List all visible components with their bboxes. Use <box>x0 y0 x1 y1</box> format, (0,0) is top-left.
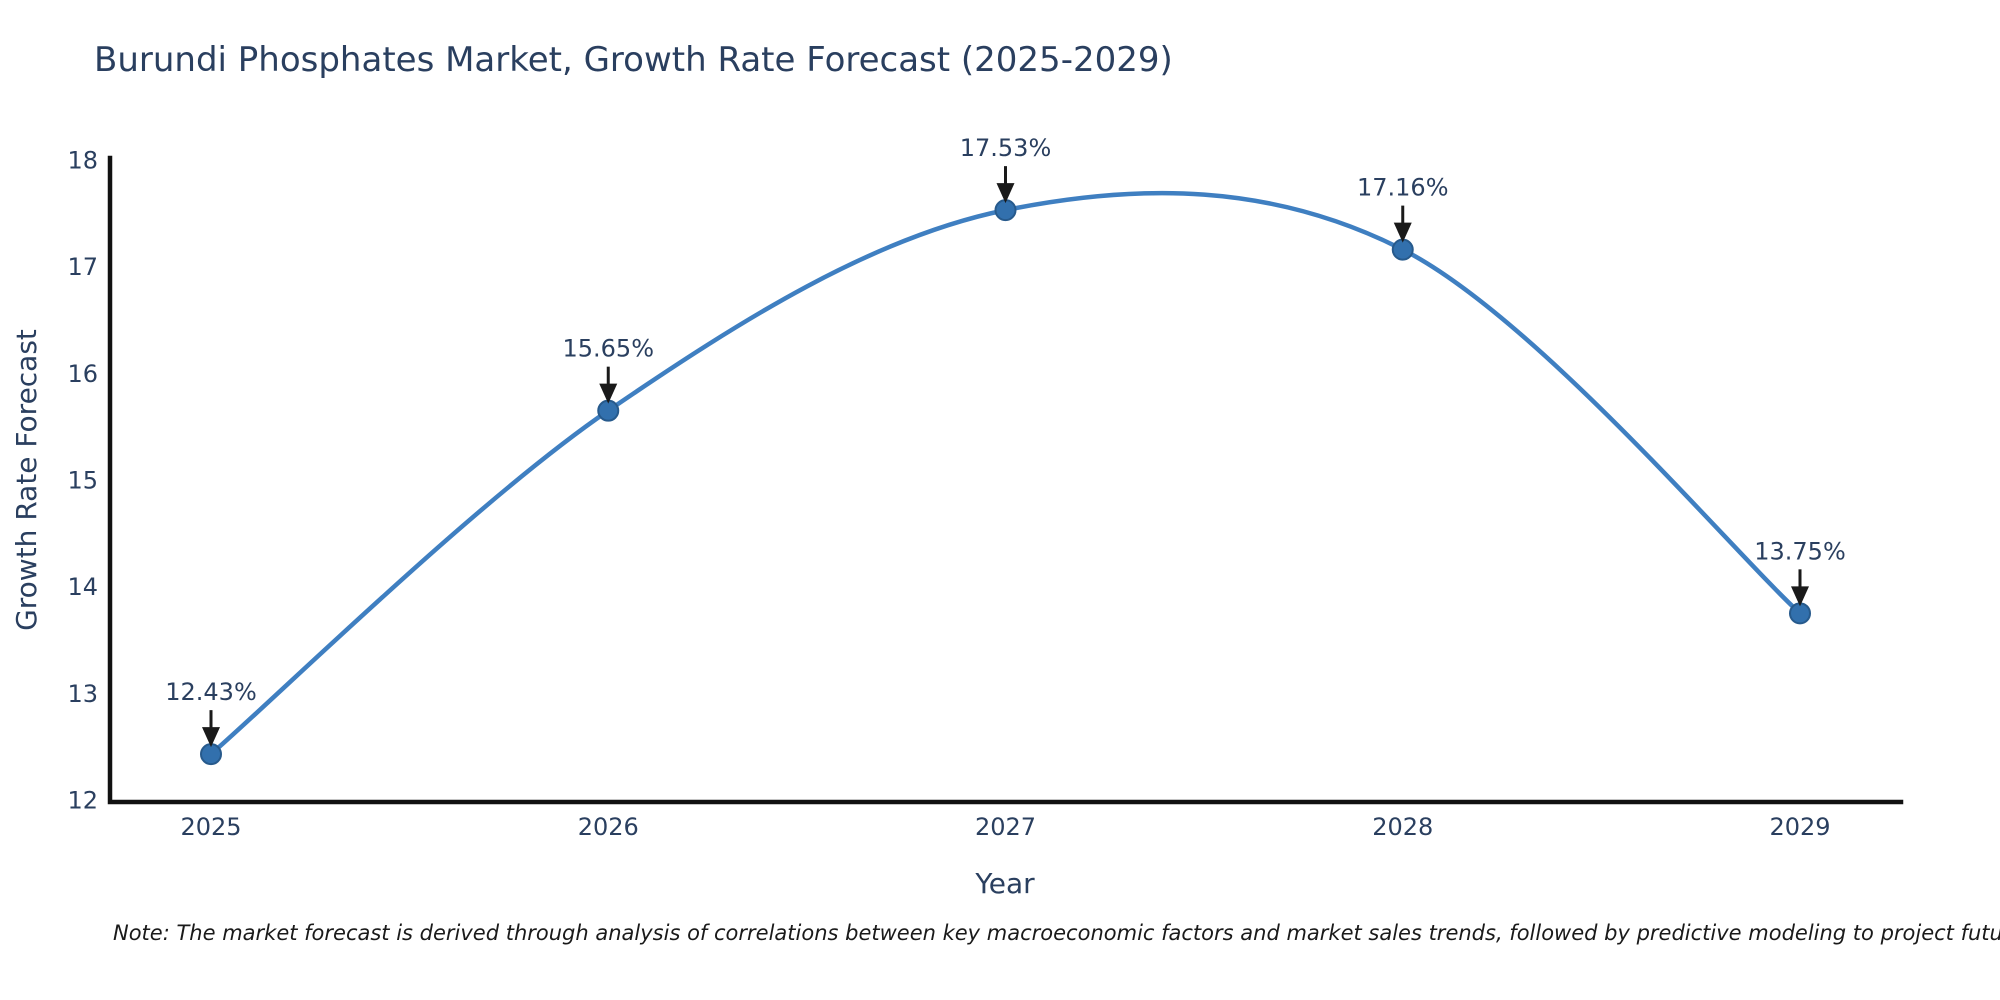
x-tick-label: 2027 <box>975 813 1036 841</box>
y-tick-label: 15 <box>67 467 98 495</box>
x-tick-label: 2028 <box>1372 813 1433 841</box>
x-tick-label: 2026 <box>578 813 639 841</box>
footnote: Note: The market forecast is derived thr… <box>113 921 2000 945</box>
x-axis-title: Year <box>974 867 1035 900</box>
annotation-arrow-head <box>202 727 220 748</box>
axes <box>107 155 1904 805</box>
series <box>200 190 1811 766</box>
point-annotation: 17.16% <box>1357 174 1449 202</box>
point-annotation: 12.43% <box>165 678 257 706</box>
series-line <box>209 190 1802 756</box>
annotation-arrow-head <box>599 383 618 404</box>
point-annotation: 17.53% <box>960 134 1052 162</box>
y-tick-label: 17 <box>67 253 98 281</box>
annotation-arrow-head <box>1791 586 1809 607</box>
x-tick-label: 2029 <box>1769 813 1830 841</box>
annotation-arrow-head <box>996 183 1015 204</box>
x-tick-label: 2025 <box>180 813 241 841</box>
y-tick-label: 13 <box>67 680 98 708</box>
y-tick-label: 18 <box>67 147 98 175</box>
y-tick-label: 12 <box>67 787 98 815</box>
y-axis-title: Growth Rate Forecast <box>10 329 43 631</box>
point-annotation: 13.75% <box>1754 537 1846 565</box>
annotation-arrow-head <box>1393 222 1412 243</box>
y-tick-label: 16 <box>67 360 98 388</box>
axis-lines <box>107 155 1904 805</box>
point-annotation: 15.65% <box>562 335 654 363</box>
y-tick-label: 14 <box>67 573 98 601</box>
chart-title: Burundi Phosphates Market, Growth Rate F… <box>94 40 1173 80</box>
annotations: 12.43% 15.65% 17.53% 17.16% 13.75% <box>165 134 1846 748</box>
tick-labels: 12 13 14 15 16 17 18 2025 2026 2027 2028 2029 <box>67 147 1830 842</box>
